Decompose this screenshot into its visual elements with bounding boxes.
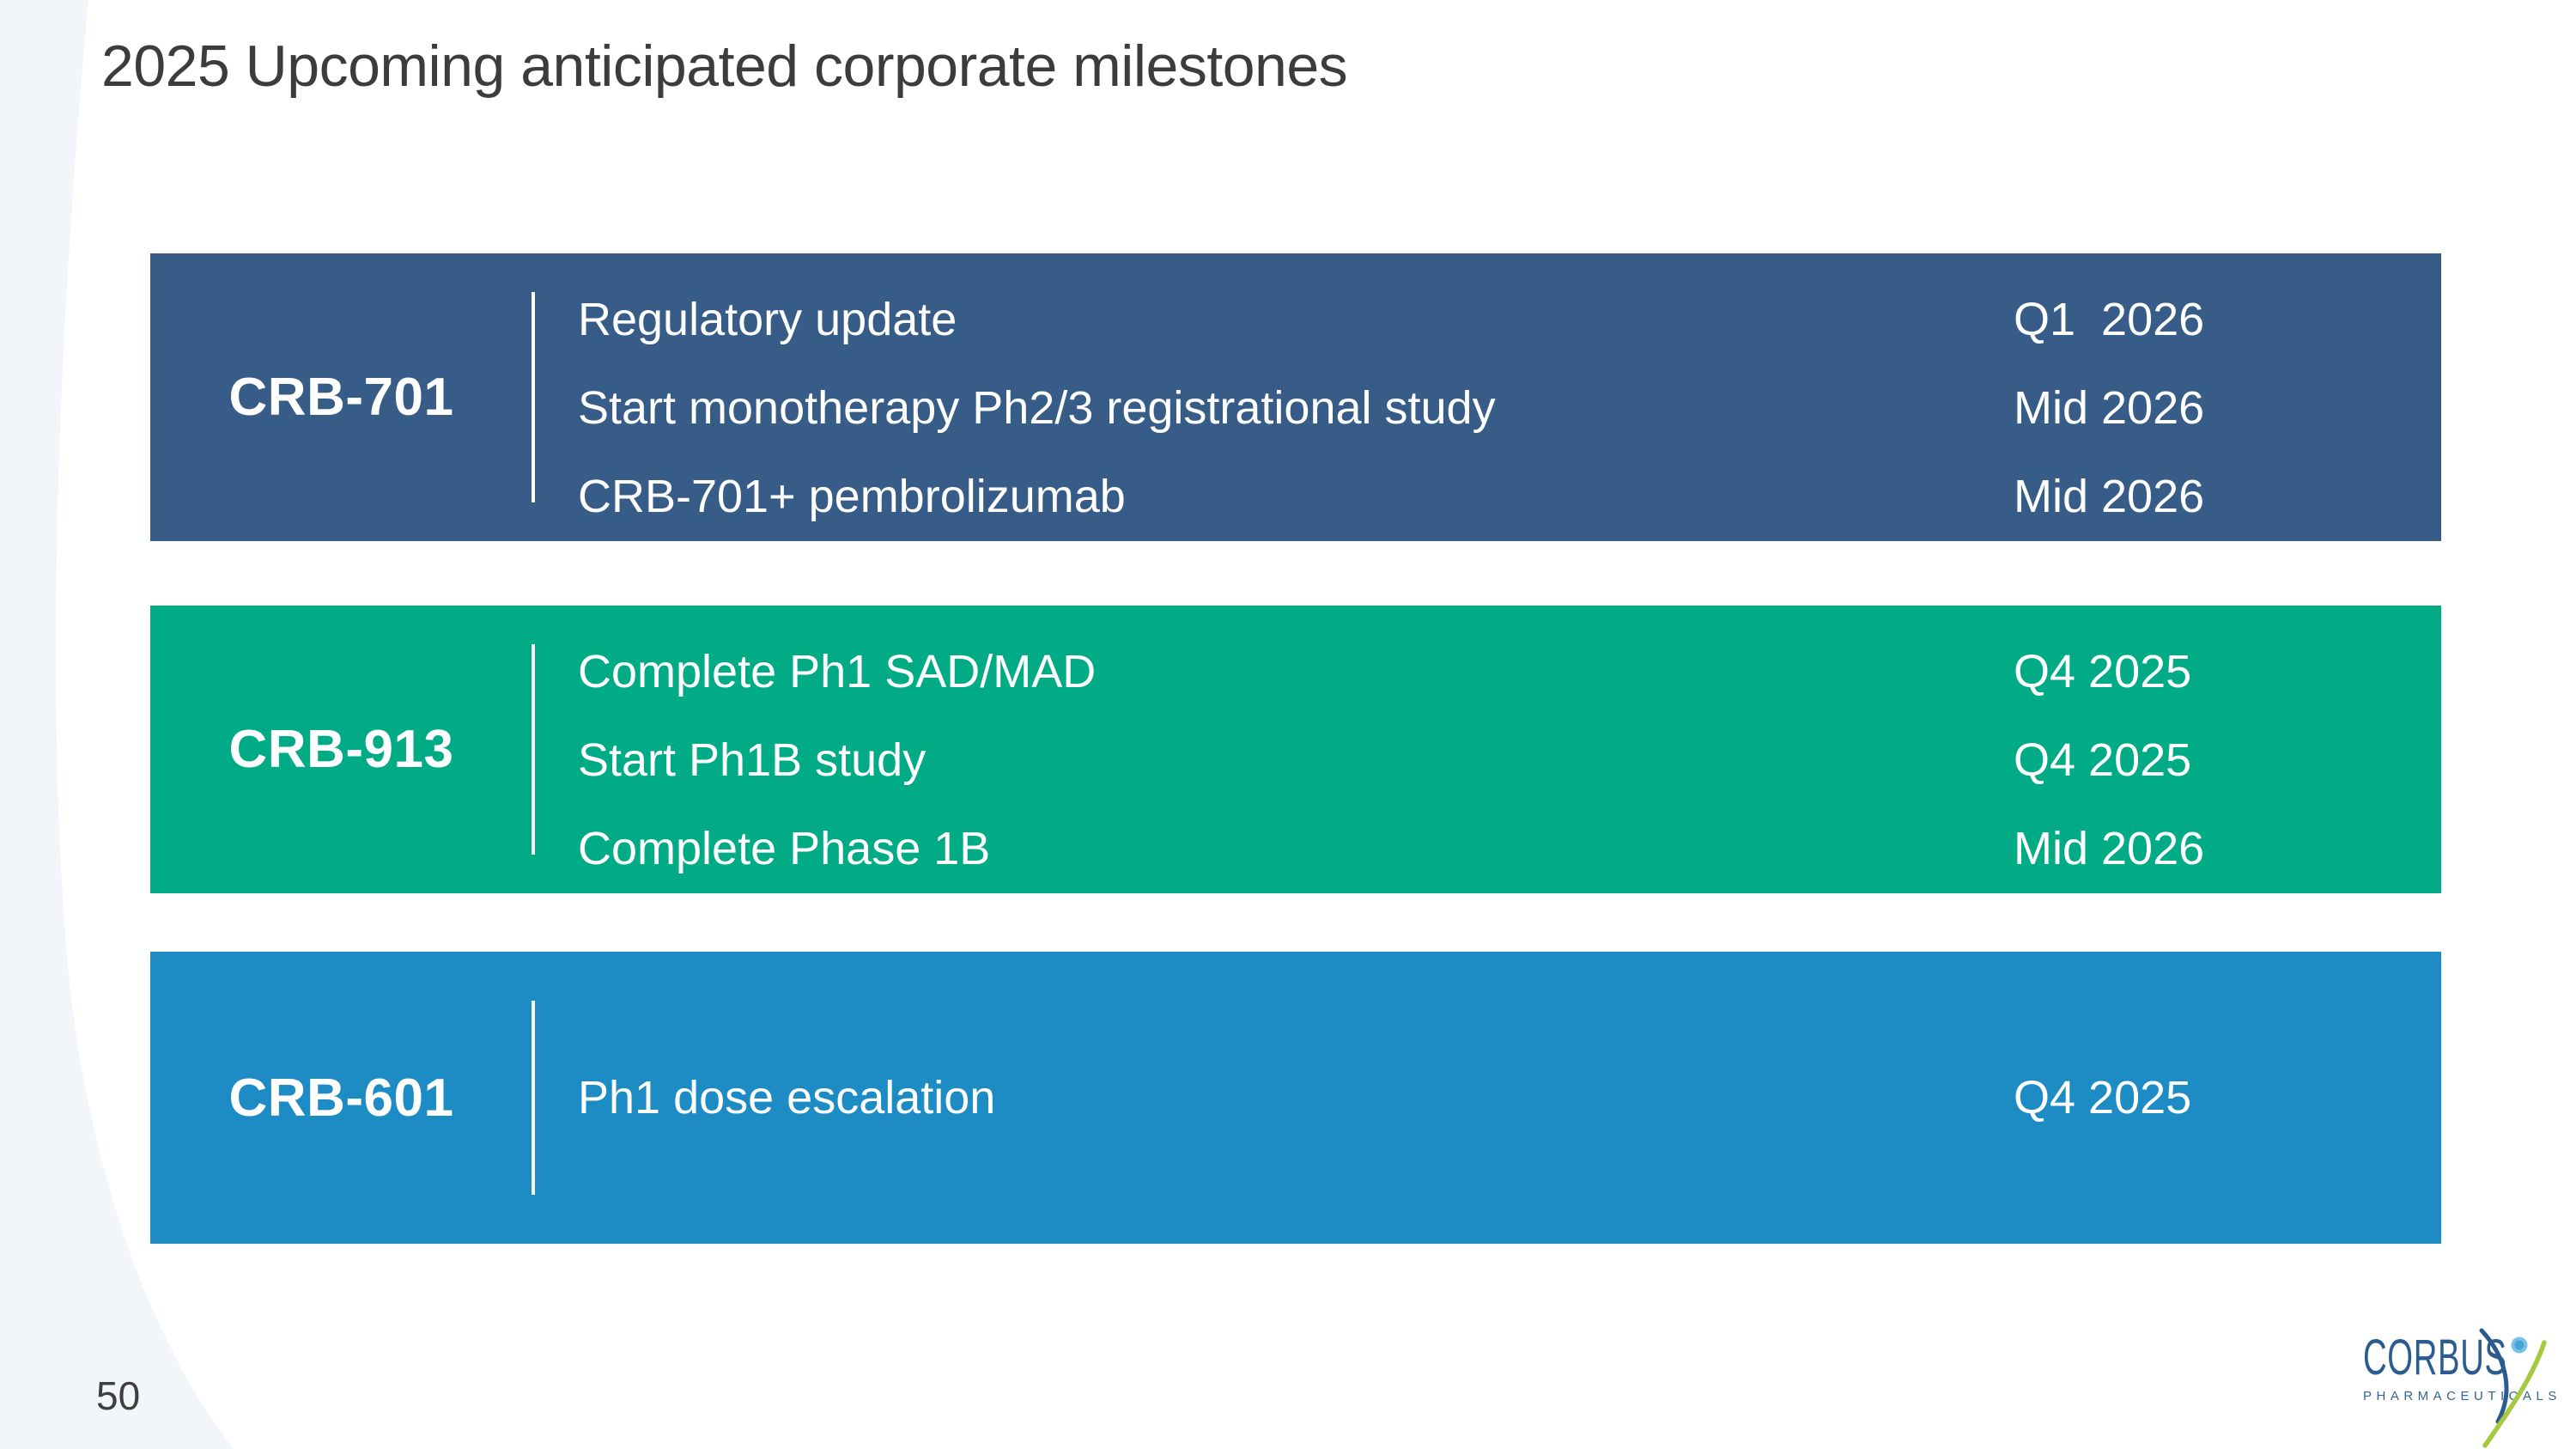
milestone-date: Mid 2026 — [2014, 471, 2205, 523]
milestone-row: Start monotherapy Ph2/3 registrational s… — [578, 363, 2441, 452]
milestone-list: Complete Ph1 SAD/MAD Q4 2025 Start Ph1B … — [578, 627, 2441, 893]
logo-wordmark: CORBUS — [2363, 1330, 2507, 1385]
milestone-row: Ph1 dose escalation Q4 2025 — [578, 952, 2441, 1244]
milestone-list: Ph1 dose escalation Q4 2025 — [578, 952, 2441, 1244]
milestone-label: CRB-701+ pembrolizumab — [578, 471, 1126, 523]
milestone-date: Mid 2026 — [2014, 381, 2205, 434]
milestone-row: Complete Phase 1B Mid 2026 — [578, 805, 2441, 893]
program-label: CRB-701 — [228, 368, 454, 427]
logo-figure-icon — [2479, 1328, 2547, 1448]
milestone-label: Start Ph1B study — [578, 734, 927, 786]
program-band-crb601: CRB-601 Ph1 dose escalation Q4 2025 — [150, 952, 2441, 1244]
milestone-label: Complete Ph1 SAD/MAD — [578, 645, 1097, 697]
program-label: CRB-601 — [228, 1068, 454, 1128]
milestone-row: Regulatory update Q1 2026 — [578, 275, 2441, 363]
vertical-divider — [532, 1001, 535, 1195]
milestone-label: Complete Phase 1B — [578, 823, 991, 875]
milestone-row: CRB-701+ pembrolizumab Mid 2026 — [578, 453, 2441, 541]
page-number: 50 — [96, 1373, 141, 1418]
milestone-row: Start Ph1B study Q4 2025 — [578, 715, 2441, 804]
milestone-date: Q4 2025 — [2014, 734, 2192, 786]
milestone-list: Regulatory update Q1 2026 Start monother… — [578, 275, 2441, 541]
milestone-date: Q1 2026 — [2014, 293, 2205, 345]
program-band-crb913: CRB-913 Complete Ph1 SAD/MAD Q4 2025 Sta… — [150, 606, 2441, 893]
milestone-label: Start monotherapy Ph2/3 registrational s… — [578, 381, 1496, 434]
vertical-divider — [532, 644, 535, 855]
milestone-row: Complete Ph1 SAD/MAD Q4 2025 — [578, 627, 2441, 715]
milestone-label: Regulatory update — [578, 293, 957, 345]
program-band-crb701: CRB-701 Regulatory update Q1 2026 Start … — [150, 253, 2441, 541]
milestone-date: Q4 2025 — [2014, 645, 2192, 697]
page-title: 2025 Upcoming anticipated corporate mile… — [101, 33, 1348, 99]
milestone-date: Mid 2026 — [2014, 823, 2205, 875]
milestone-date: Q4 2025 — [2014, 1072, 2192, 1123]
milestone-label: Ph1 dose escalation — [578, 1072, 996, 1123]
program-label: CRB-913 — [228, 720, 454, 779]
vertical-divider — [532, 292, 535, 502]
